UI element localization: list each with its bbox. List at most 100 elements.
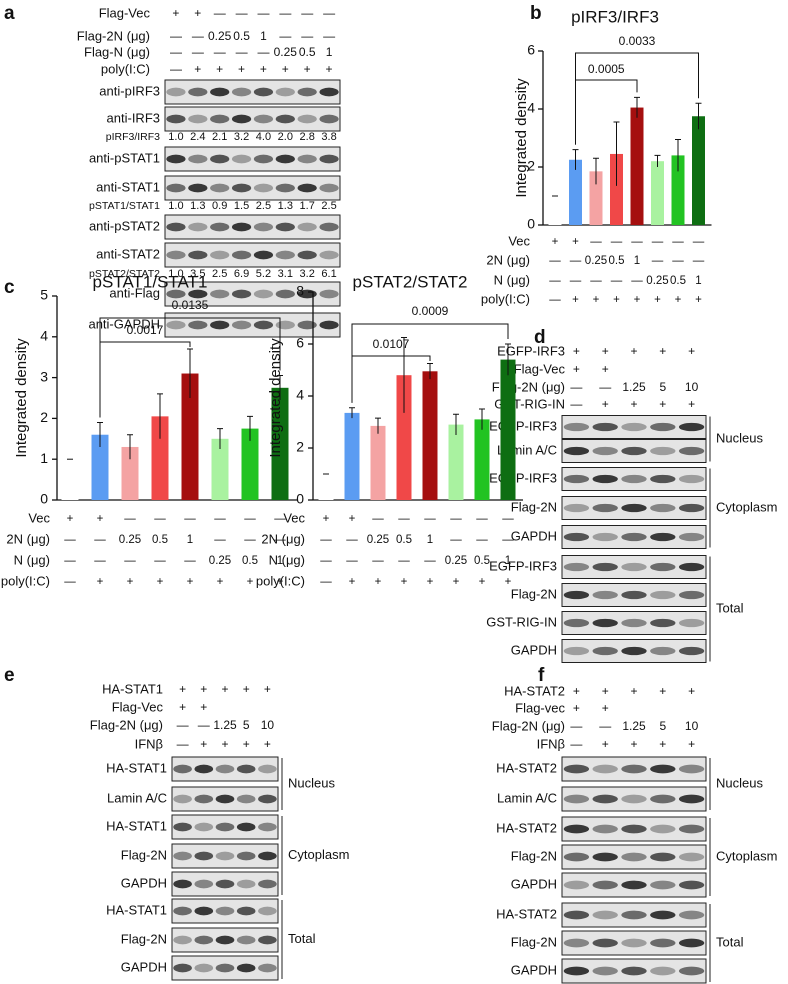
condition-label: 2N (μg) [261, 531, 305, 546]
blot-band [563, 422, 590, 432]
condition-mark: 5 [243, 718, 250, 732]
condition-label: IFNβ [135, 736, 163, 751]
condition-mark: — [154, 555, 166, 567]
condition-mark: + [179, 682, 186, 696]
group-label: Cytoplasm [716, 499, 777, 514]
y-tick-label: 1 [40, 450, 48, 466]
condition-mark: — [124, 513, 136, 525]
blot-band [563, 852, 590, 862]
ratio-value: 1.0 [168, 131, 183, 143]
significance-bracket [575, 79, 638, 145]
group-label: Nucleus [716, 775, 763, 790]
blot-band [621, 966, 647, 976]
condition-mark: — [214, 513, 226, 525]
condition-label: EGFP-IRF3 [497, 343, 565, 358]
condition-mark: 0.25 [445, 555, 467, 567]
blot-label: GAPDH [121, 875, 167, 890]
group-label: Nucleus [288, 775, 335, 790]
condition-mark: 0.5 [233, 29, 250, 43]
condition-label: N (μg) [494, 272, 530, 287]
condition-label: poly(I:C) [256, 573, 305, 588]
blot-band [210, 114, 230, 124]
blot-label: HA-STAT2 [496, 760, 557, 775]
y-tick-label: 6 [527, 42, 535, 58]
blot-band [210, 183, 230, 193]
error-bar [349, 407, 355, 419]
blot-label: HA-STAT1 [106, 818, 167, 833]
condition-mark: + [221, 682, 228, 696]
condition-mark: 1.25 [622, 380, 646, 394]
blot-band [215, 906, 235, 916]
blot-band [173, 764, 192, 774]
condition-mark: 0.25 [208, 29, 232, 43]
blot-band [650, 503, 676, 513]
blot-band [621, 532, 647, 542]
condition-mark: — [652, 255, 664, 267]
blot-band [592, 532, 618, 542]
condition-mark: + [572, 294, 579, 306]
condition-label: poly(I:C) [481, 291, 530, 306]
ratio-value: 3.2 [234, 131, 249, 143]
condition-mark: — [424, 555, 436, 567]
blot-band [297, 320, 317, 330]
condition-mark: 0.5 [242, 555, 258, 567]
blot-band [194, 794, 214, 804]
y-tick-label: 4 [40, 328, 48, 344]
blot-band [297, 87, 317, 97]
condition-mark: — [64, 534, 76, 546]
blot-band [275, 154, 295, 164]
condition-mark: + [97, 576, 104, 588]
blot-label: anti-STAT2 [96, 246, 160, 261]
ratio-value: 1.3 [190, 200, 205, 212]
condition-mark: — [693, 236, 705, 248]
condition-mark: 1.25 [213, 718, 237, 732]
blot-band [215, 879, 235, 889]
blot-band [650, 446, 676, 456]
blot-band [210, 250, 230, 260]
blot-band [236, 963, 256, 973]
condition-mark: — [170, 29, 182, 43]
group-label: Total [716, 934, 744, 949]
condition-mark: + [573, 701, 580, 715]
condition-mark: + [216, 62, 223, 76]
blot-band [166, 222, 186, 232]
y-tick-label: 0 [40, 491, 48, 507]
blot-band [563, 532, 590, 542]
blot-band [297, 250, 317, 260]
blot-band [275, 250, 295, 260]
condition-mark: — [274, 513, 286, 525]
condition-mark: + [602, 362, 609, 376]
blot-band [592, 880, 618, 890]
blot-band [194, 935, 214, 945]
condition-mark: — [631, 275, 643, 287]
blot-label: Flag-2N [511, 499, 557, 514]
condition-label: Vec [283, 510, 305, 525]
bar [241, 428, 259, 500]
blot-label: GAPDH [511, 876, 557, 891]
blot-band [650, 852, 676, 862]
blot-label: Flag-2N [121, 931, 167, 946]
blot-band [650, 532, 676, 542]
bar [121, 446, 139, 500]
condition-mark: — [236, 45, 248, 59]
condition-mark: — [279, 6, 291, 20]
blot-band [563, 794, 590, 804]
condition-mark: + [264, 737, 271, 751]
condition-mark: 0.5 [670, 275, 686, 287]
blot-band [173, 935, 192, 945]
condition-label: Flag-2N (μg) [492, 718, 565, 733]
blot-band [563, 562, 590, 572]
blot-image [561, 611, 707, 635]
condition-mark: 0.25 [367, 534, 389, 546]
blot-band [215, 794, 235, 804]
y-tick-label: 4 [296, 387, 304, 403]
condition-label: Vec [508, 233, 530, 248]
blot-band [231, 289, 252, 299]
blot-label: GAPDH [511, 642, 557, 657]
blot-band [215, 764, 235, 774]
condition-mark: + [304, 62, 311, 76]
blot-band [194, 879, 214, 889]
condition-mark: + [659, 684, 666, 698]
condition-mark: 1 [634, 255, 640, 267]
blot-band [621, 503, 647, 513]
